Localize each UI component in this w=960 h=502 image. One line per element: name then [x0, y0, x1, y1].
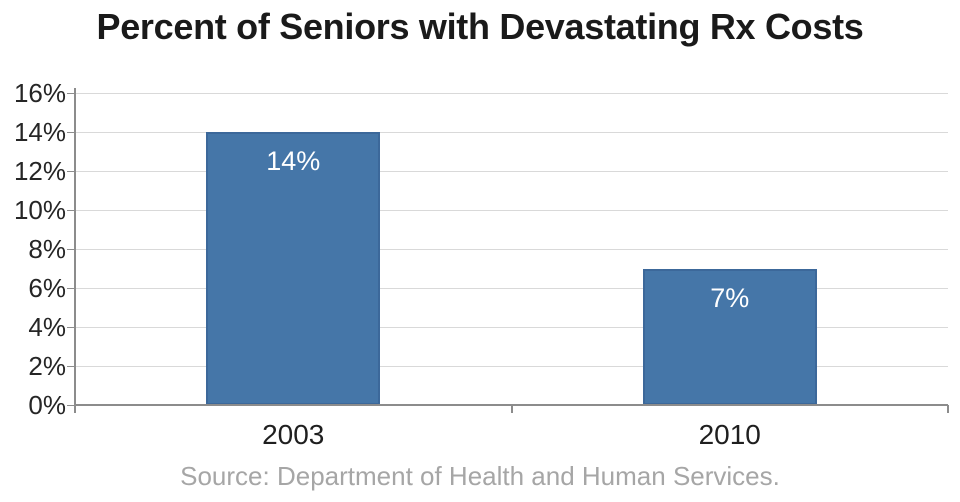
- y-tick-label: 16%: [13, 78, 66, 108]
- y-tick: [67, 287, 75, 289]
- gridline: [75, 287, 948, 289]
- x-category-label: 2010: [698, 419, 761, 450]
- gridline: [75, 326, 948, 328]
- bar-value-label: 7%: [710, 282, 750, 313]
- y-tick: [67, 131, 75, 133]
- x-tick: [947, 405, 949, 413]
- y-tick-label: 12%: [13, 156, 66, 186]
- chart-title: Percent of Seniors with Devastating Rx C…: [96, 6, 864, 47]
- y-tick-label: 2%: [28, 351, 66, 381]
- y-tick-label: 6%: [28, 273, 66, 303]
- y-tick: [67, 404, 75, 406]
- y-tick: [67, 170, 75, 172]
- y-tick-label: 8%: [28, 234, 66, 264]
- y-tick: [67, 365, 75, 367]
- y-tick-label: 4%: [28, 312, 66, 342]
- y-tick-label: 10%: [13, 195, 66, 225]
- y-tick: [67, 326, 75, 328]
- y-tick-label: 0%: [28, 390, 66, 420]
- gridline: [75, 92, 948, 94]
- gridline: [75, 365, 948, 367]
- bar: 14%: [206, 132, 381, 405]
- gridline: [75, 131, 948, 133]
- gridline: [75, 248, 948, 250]
- bar: 7%: [642, 268, 817, 405]
- x-tick: [510, 405, 513, 413]
- y-tick: [67, 248, 75, 250]
- x-tick: [74, 405, 76, 413]
- bar-value-label: 14%: [266, 146, 321, 176]
- gridline: [75, 209, 948, 211]
- y-tick: [67, 209, 75, 211]
- source-caption: Source: Department of Health and Human S…: [180, 461, 780, 491]
- y-tick-label: 14%: [13, 117, 66, 147]
- y-tick: [67, 92, 75, 94]
- x-category-label: 2003: [262, 419, 325, 450]
- gridline: [75, 170, 948, 172]
- y-axis-line: [74, 88, 76, 413]
